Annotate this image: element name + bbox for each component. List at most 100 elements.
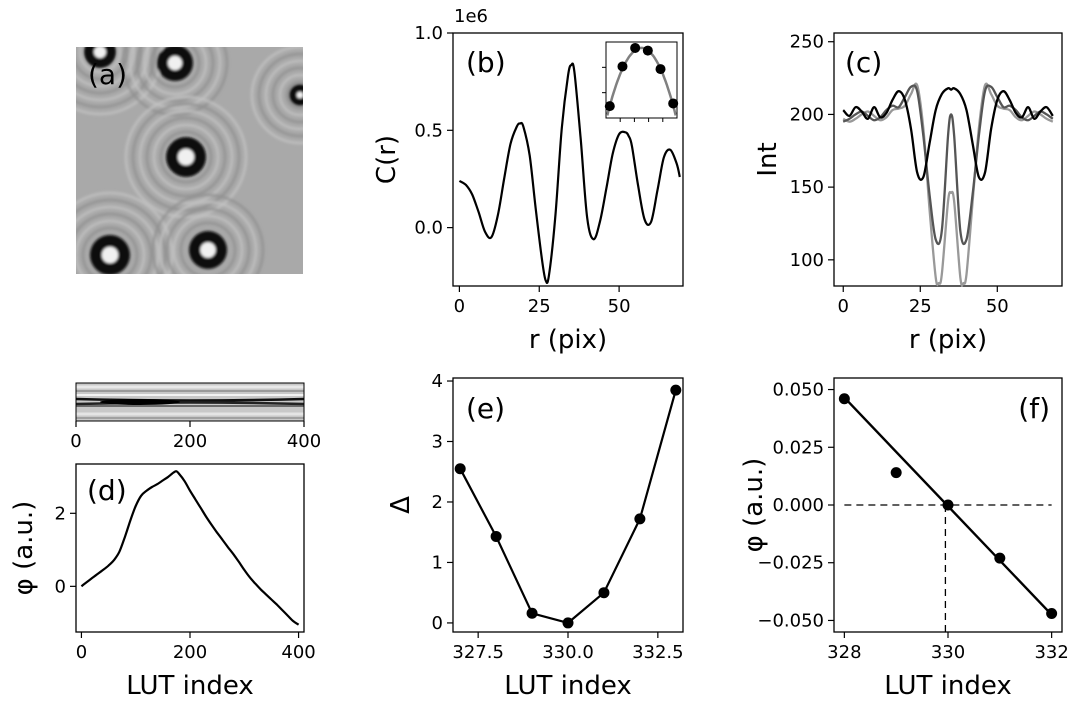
inset-point [642,45,653,56]
x-axis-label: r (pix) [909,325,987,355]
lut-strip-image [76,383,304,421]
axes-frame [452,32,684,287]
diffraction-ring [145,116,227,198]
delta-point [634,513,646,525]
diffraction-ring [172,214,244,274]
y-axis-label: φ (a.u.) [9,501,39,596]
diffraction-ring [179,221,237,274]
diffraction-ring [159,130,213,184]
delta-point [562,617,574,629]
panel-e: 327.5 330.0 332.5 0 1 2 3 4 LUT index Δ (e) [386,371,684,701]
inset-point [655,64,666,75]
y-tick-label: 4 [432,371,443,392]
y-tick-label: 0.050 [772,380,824,401]
inset-point [604,101,615,112]
y-axis-label: φ (a.u.) [739,458,769,553]
x-tick-label: 330 [931,642,965,663]
x-tick-label: 0 [454,296,465,317]
diffraction-ring [78,47,122,74]
particle-core [289,84,303,106]
y-tick-label: 250 [790,32,824,53]
strip-x-tick-label: 400 [287,431,321,452]
phase-point [890,467,902,479]
x-tick-label: 25 [528,296,551,317]
y-tick-label: 1 [432,552,443,573]
diffraction-ring [76,198,167,274]
y-tick-label: 2 [55,503,66,524]
y-tick-label: 1.0 [414,23,443,44]
y-tick-label: 0.025 [772,437,824,458]
diffraction-ring [257,52,303,138]
panel-a: (a) [76,47,303,274]
diffraction-ring [165,207,251,274]
particle-highlight [296,91,303,99]
delta-point [526,607,538,619]
phase-line [80,470,300,626]
x-tick-label: 330.0 [542,642,594,663]
y-tick-label: 0.5 [414,120,443,141]
diffraction-ring [250,47,303,145]
particle-highlight [200,242,216,258]
x-tick-label: 50 [986,296,1009,317]
x-axis-label: LUT index [126,671,254,701]
diffraction-ring [81,226,139,274]
x-tick-label: 328 [827,642,861,663]
delta-point [598,587,610,599]
panel-d: 0 200 400 0 200 400 0 2 LUT index φ (a.u.) (d) [9,382,321,701]
diffraction-ring [278,73,303,117]
particle-highlight [177,148,195,166]
diffraction-ring [76,47,143,95]
y-axis-label: Δ [386,496,416,514]
diffraction-ring [76,219,146,274]
panel-label-f: (f) [1018,392,1050,425]
x-axis-label: r (pix) [529,325,607,355]
phase-point [994,552,1006,564]
y-tick-label: 0 [432,613,443,634]
diffraction-ring [128,47,222,110]
particle-image [76,47,303,274]
panel-label-c: (c) [845,46,882,79]
x-tick-label: 50 [608,296,631,317]
y-tick-label: 3 [432,432,443,453]
panel-c: 0 25 50 100 150 200 250 r (pix) Int (c) [753,32,1063,355]
diffraction-ring [76,47,136,88]
y-axis-label: C(r) [372,135,402,184]
x-axis-label: LUT index [504,671,632,701]
particle-highlight [167,55,183,71]
diffraction-ring [131,102,241,212]
x-tick-label: 332 [1034,642,1068,663]
delta-line [459,389,677,625]
axes-frame [833,32,1063,287]
strip-x-tick-label: 200 [173,431,207,452]
diffraction-ring [142,47,208,96]
y-tick-label: 150 [790,177,824,198]
inset-point [630,42,641,53]
diffraction-ring [152,123,220,191]
phase-point [1046,608,1058,620]
strip-dark-line [76,397,304,402]
offset-text: 1e6 [454,6,488,27]
strip-x-tick-label: 0 [70,431,81,452]
image-content [76,47,303,274]
x-tick-label: 200 [173,642,207,663]
y-tick-label: 0 [55,576,66,597]
y-tick-label: −0.025 [757,553,824,574]
diffraction-ring [271,66,303,124]
panel-label-b: (b) [466,46,506,79]
x-tick-label: 0 [76,642,87,663]
x-tick-label: 25 [909,296,932,317]
diffraction-ring [121,47,229,117]
y-tick-label: 200 [790,104,824,125]
x-axis-label: LUT index [884,671,1012,701]
diffraction-ring [76,212,153,274]
inset-fit-curve [606,46,677,116]
y-axis-label: Int [753,142,783,176]
x-tick-label: 327.5 [452,642,504,663]
panel-f: 328 330 332 0.050 0.025 0.000 −0.025 −0.050 LUT … [739,377,1069,701]
y-tick-label: 0.000 [772,495,824,516]
diffraction-ring [285,80,303,110]
diffraction-ring [76,47,150,102]
y-tick-label: 100 [790,250,824,271]
strip-core [100,399,180,405]
intensity-profile-line [842,86,1054,181]
